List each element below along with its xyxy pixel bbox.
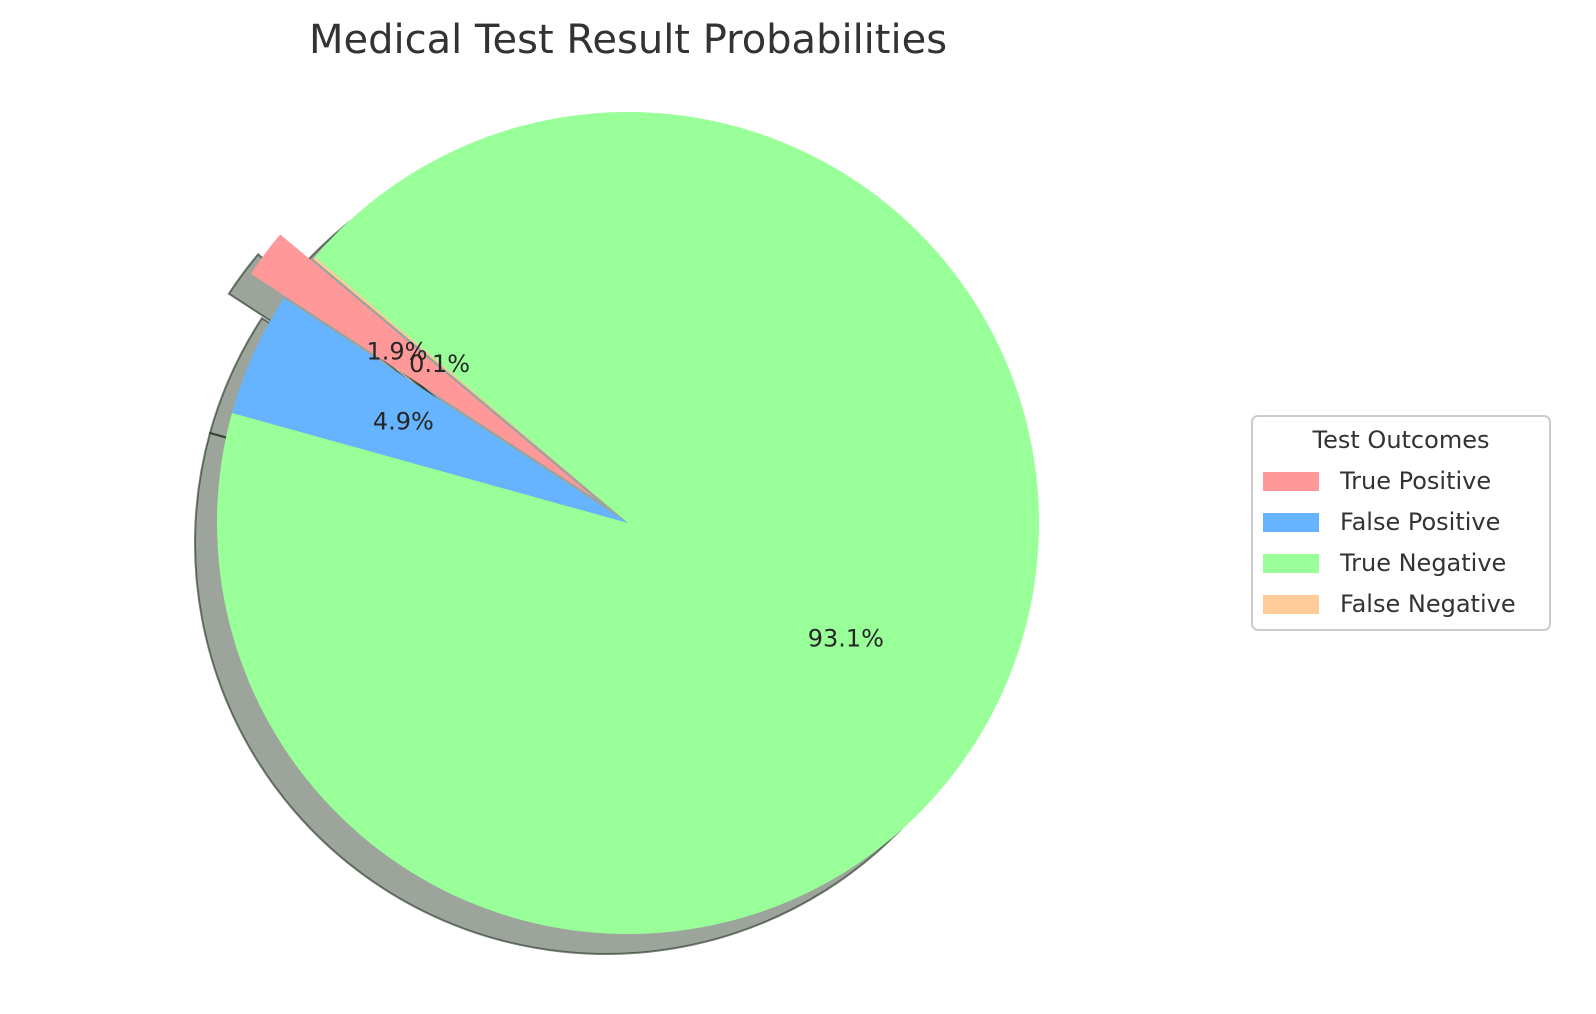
legend-items: True Positive False Positive True Negative… <box>1263 467 1516 618</box>
chart-title: Medical Test Result Probabilities <box>309 17 947 63</box>
pie-slices <box>217 112 1040 934</box>
legend-swatch-true-positive <box>1263 472 1319 491</box>
legend: Test Outcomes True Positive False Positiv… <box>1251 415 1551 631</box>
slice-false-positive <box>231 298 628 523</box>
legend-label-true-negative: True Negative <box>1339 549 1506 577</box>
slice-false-negative <box>313 256 628 523</box>
legend-title: Test Outcomes <box>1312 426 1490 454</box>
legend-label-false-positive: False Positive <box>1340 508 1500 536</box>
pct-label-true-negative: 93.1% <box>808 625 884 653</box>
legend-swatch-false-negative <box>1263 595 1319 614</box>
pct-label-false-negative: 0.1% <box>409 350 470 378</box>
slice-true-negative <box>217 112 1040 934</box>
legend-frame <box>1251 415 1551 631</box>
slice-true-positive <box>250 234 595 499</box>
pct-label-true-positive: 1.9% <box>366 338 427 366</box>
pie-labels: 1.9% 4.9% 93.1% 0.1% <box>366 338 884 653</box>
legend-label-true-positive: True Positive <box>1339 467 1491 495</box>
legend-swatch-false-positive <box>1263 513 1319 532</box>
legend-swatch-true-negative <box>1263 554 1319 573</box>
legend-label-false-negative: False Negative <box>1340 590 1516 618</box>
pct-label-false-positive: 4.9% <box>373 407 434 435</box>
